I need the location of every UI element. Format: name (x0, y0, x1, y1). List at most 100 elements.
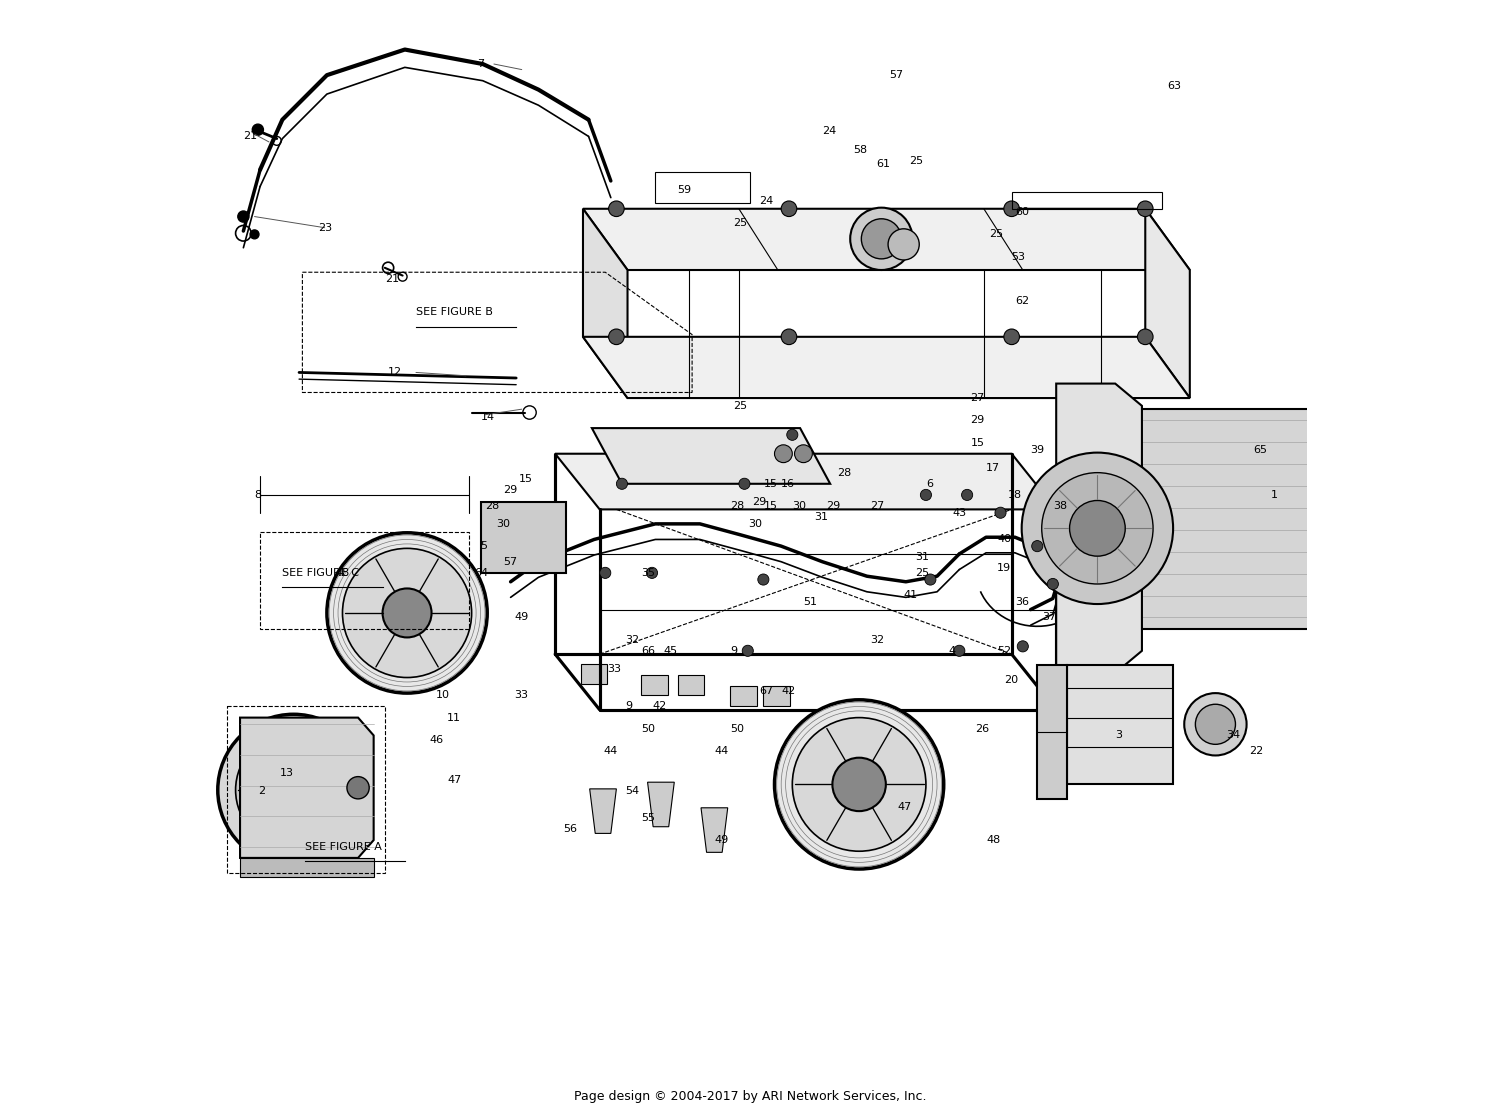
Text: 8: 8 (255, 490, 261, 500)
Circle shape (616, 478, 627, 489)
Circle shape (1137, 329, 1154, 345)
Text: 36: 36 (1016, 596, 1029, 606)
Circle shape (1022, 452, 1173, 604)
Text: 25: 25 (734, 401, 747, 411)
Polygon shape (584, 337, 1190, 398)
Circle shape (742, 646, 753, 657)
Text: 48: 48 (986, 835, 1000, 845)
Text: 40: 40 (998, 535, 1011, 545)
Text: 52: 52 (998, 646, 1011, 656)
Text: 44: 44 (603, 746, 618, 756)
Polygon shape (1068, 666, 1173, 784)
Text: 31: 31 (815, 513, 828, 523)
Polygon shape (1146, 209, 1190, 398)
Text: 18: 18 (1008, 490, 1023, 500)
Bar (692, 438, 728, 476)
Text: 48: 48 (336, 567, 350, 577)
Text: 35: 35 (640, 567, 656, 577)
Polygon shape (240, 717, 374, 858)
Text: 56: 56 (562, 824, 578, 834)
Text: 15: 15 (764, 501, 777, 511)
Text: 3: 3 (1114, 731, 1122, 741)
Text: 44: 44 (714, 746, 729, 756)
Polygon shape (584, 209, 1190, 270)
Text: 27: 27 (870, 501, 885, 511)
Text: 24: 24 (822, 125, 837, 135)
Text: 47: 47 (897, 801, 910, 811)
Text: 26: 26 (975, 724, 988, 734)
Text: 28: 28 (730, 501, 744, 511)
Text: 59: 59 (678, 185, 692, 195)
Text: 50: 50 (730, 724, 744, 734)
Text: 30: 30 (748, 519, 762, 529)
Text: 57: 57 (503, 557, 518, 566)
Bar (764, 686, 790, 706)
Circle shape (327, 533, 488, 693)
Circle shape (758, 574, 770, 585)
Text: 33: 33 (514, 690, 528, 700)
Text: 25: 25 (915, 567, 928, 577)
Text: 20: 20 (1004, 675, 1019, 685)
Circle shape (861, 219, 901, 258)
Text: 21: 21 (386, 274, 399, 284)
Bar (580, 665, 608, 684)
Polygon shape (480, 501, 567, 573)
Polygon shape (1056, 384, 1142, 673)
Circle shape (786, 430, 798, 441)
Circle shape (954, 646, 964, 657)
Circle shape (1047, 579, 1059, 590)
Polygon shape (555, 453, 1056, 509)
Text: 17: 17 (986, 463, 1000, 473)
Text: 57: 57 (890, 70, 903, 81)
Text: 9: 9 (626, 702, 633, 712)
Text: 29: 29 (752, 497, 766, 507)
Text: 10: 10 (436, 690, 450, 700)
Text: 21: 21 (243, 131, 258, 141)
Text: 28: 28 (837, 468, 850, 478)
Circle shape (609, 329, 624, 345)
Circle shape (888, 228, 920, 260)
Circle shape (1137, 201, 1154, 217)
Text: 14: 14 (480, 412, 495, 422)
Text: 65: 65 (1254, 445, 1268, 455)
Text: 60: 60 (1016, 207, 1029, 217)
Text: 33: 33 (608, 664, 621, 674)
Text: 24: 24 (759, 196, 772, 206)
Circle shape (609, 201, 624, 217)
Text: 47: 47 (447, 775, 462, 784)
Text: 5: 5 (480, 542, 488, 552)
Text: 15: 15 (970, 438, 984, 448)
Text: 25: 25 (990, 229, 1004, 239)
Circle shape (236, 732, 351, 848)
Text: SEE FIGURE A: SEE FIGURE A (304, 841, 381, 852)
Text: 54: 54 (626, 786, 639, 796)
Text: 39: 39 (1030, 445, 1044, 455)
Text: 30: 30 (496, 519, 510, 529)
Text: 23: 23 (318, 223, 332, 233)
Circle shape (782, 201, 796, 217)
Bar (730, 686, 756, 706)
Circle shape (782, 329, 796, 345)
Circle shape (774, 445, 792, 462)
Polygon shape (1114, 410, 1312, 629)
Text: 37: 37 (1041, 612, 1056, 622)
Bar (492, 515, 512, 562)
Text: 29: 29 (825, 501, 840, 511)
Text: 12: 12 (388, 367, 402, 377)
Text: 30: 30 (792, 501, 807, 511)
Circle shape (260, 756, 327, 824)
Text: 67: 67 (759, 686, 772, 696)
Circle shape (1004, 201, 1020, 217)
Polygon shape (590, 789, 616, 834)
Text: 49: 49 (714, 835, 729, 845)
Text: 61: 61 (876, 159, 890, 169)
Polygon shape (700, 808, 727, 853)
Text: 4: 4 (948, 646, 956, 656)
Text: 6: 6 (926, 479, 933, 489)
Circle shape (795, 445, 813, 462)
Text: 50: 50 (640, 724, 656, 734)
Bar (678, 675, 705, 695)
Circle shape (646, 567, 657, 579)
Circle shape (774, 699, 944, 869)
Text: 42: 42 (652, 702, 666, 712)
